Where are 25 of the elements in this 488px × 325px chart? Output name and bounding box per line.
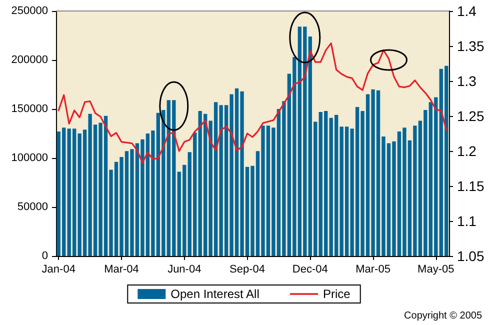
y2-tick-label: 1.2 bbox=[457, 143, 477, 159]
y2-tick-label: 1.05 bbox=[457, 248, 484, 264]
y2-tick-label: 1.25 bbox=[457, 108, 484, 124]
y2-tick-label: 1.35 bbox=[457, 38, 484, 54]
y-tick-label: 50000 bbox=[17, 201, 48, 213]
y-tick-label: 150000 bbox=[11, 103, 48, 115]
x-tick-label: May-05 bbox=[418, 264, 454, 276]
x-tick-label: Mar-04 bbox=[104, 264, 139, 276]
y2-tick-label: 1.4 bbox=[457, 3, 477, 19]
legend-label: Open Interest All bbox=[170, 287, 260, 301]
line-series bbox=[58, 42, 448, 164]
x-tick-label: Sep-04 bbox=[230, 264, 265, 276]
text: Copyright © 2005 bbox=[404, 310, 482, 322]
x-tick-label: Jan-04 bbox=[42, 264, 76, 276]
y2-tick-label: 1.15 bbox=[457, 178, 484, 194]
y-tick-label: 250000 bbox=[11, 5, 48, 17]
y2-tick-label: 1.1 bbox=[457, 213, 477, 229]
y-tick-label: 200000 bbox=[11, 54, 48, 66]
x-tick-label: Mar-05 bbox=[356, 264, 390, 276]
x-tick-label: Dec-04 bbox=[292, 264, 328, 276]
y-tick-label: 100000 bbox=[11, 152, 48, 164]
y-tick-label: 0 bbox=[42, 250, 48, 262]
y2-tick-label: 1.3 bbox=[457, 73, 477, 89]
x-tick-label: Jun-04 bbox=[168, 264, 202, 276]
legend-label: Price bbox=[323, 287, 351, 301]
